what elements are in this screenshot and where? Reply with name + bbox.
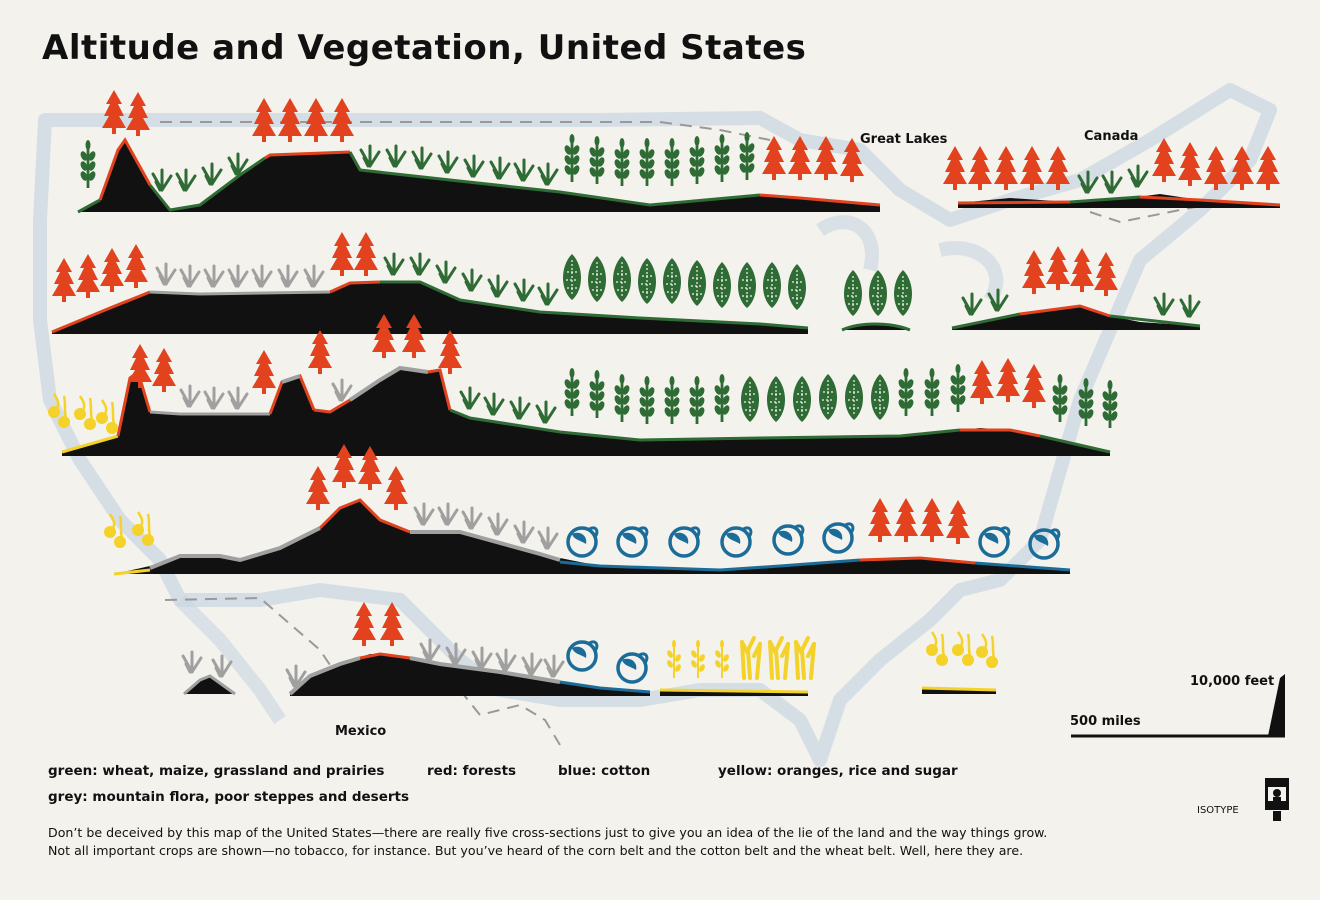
legend-yellow: yellow: oranges, rice and sugar (718, 763, 958, 779)
legend-green: green: wheat, maize, grassland and prair… (48, 763, 385, 779)
scale-distance-label: 500 miles (1070, 714, 1141, 729)
cross-section-5 (181, 602, 1000, 696)
great-lakes-label: Great Lakes (860, 132, 948, 147)
canada-label: Canada (1084, 129, 1139, 144)
legend-grey: grey: mountain flora, poor steppes and d… (48, 789, 409, 805)
caption-text: Don’t be deceived by this map of the Uni… (48, 825, 1048, 858)
scale-height-label: 10,000 feet (1190, 674, 1275, 689)
cross-section-4 (102, 444, 1071, 576)
border-dashed-lines (160, 121, 1201, 746)
legend-red: red: forests (427, 763, 517, 779)
legend-blue: blue: cotton (558, 763, 651, 779)
page-title: Altitude and Vegetation, United States (42, 28, 807, 68)
scale-bar (1071, 674, 1285, 738)
isotype-credit: ISOTYPE (1197, 805, 1239, 816)
cross-section-1 (77, 90, 1281, 214)
mexico-label: Mexico (335, 724, 387, 739)
isotype-logo-icon (1265, 778, 1289, 821)
cross-section-2 (51, 232, 1201, 334)
cross-section-3 (46, 314, 1119, 456)
